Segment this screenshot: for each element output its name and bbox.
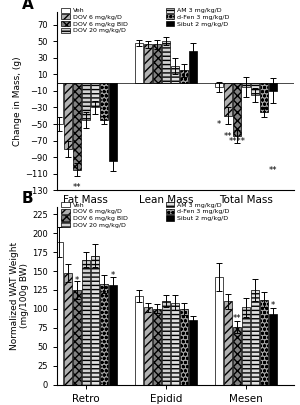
Text: B: B [22,191,33,206]
Bar [82,83,90,120]
Bar [242,307,250,385]
Bar [180,70,188,83]
Bar [189,320,197,385]
Bar [269,83,277,91]
Bar [260,83,268,112]
Text: *: * [217,120,221,129]
Bar [215,277,223,385]
Y-axis label: Normalized WAT Weight
(mg/100g BW): Normalized WAT Weight (mg/100g BW) [10,242,29,350]
Text: **: ** [233,314,241,323]
Text: **: ** [268,166,277,175]
Text: **: ** [73,183,81,192]
Bar [260,300,268,385]
Text: *: * [75,277,79,286]
Bar [233,327,241,385]
Bar [91,256,99,385]
Text: **: ** [224,132,232,141]
Bar [144,307,152,385]
Bar [100,284,108,385]
Bar [82,260,90,385]
Text: *: * [271,301,275,311]
Bar [251,290,259,385]
Bar [180,309,188,385]
Bar [100,83,108,120]
Bar [233,83,241,136]
Bar [189,51,197,83]
Bar [224,301,232,385]
Bar [153,309,161,385]
Bar [144,45,152,83]
Bar [55,83,63,124]
Bar [73,290,81,385]
Legend: AM 3 mg/kg/D, d-Fen 3 mg/kg/D, Sibut 2 mg/kg/D: AM 3 mg/kg/D, d-Fen 3 mg/kg/D, Sibut 2 m… [164,6,230,28]
Bar [215,83,223,87]
Legend: AM 3 mg/kg/D, d-Fen 3 mg/kg/D, Sibut 2 mg/kg/D: AM 3 mg/kg/D, d-Fen 3 mg/kg/D, Sibut 2 m… [164,201,230,222]
Bar [109,83,117,161]
Bar [73,83,81,170]
Bar [171,66,179,83]
Text: *: * [111,271,115,280]
Bar [64,273,72,385]
Bar [55,242,63,385]
Bar [135,43,143,83]
Bar [162,301,170,385]
Bar [162,41,170,83]
Bar [242,83,250,87]
Bar [91,83,99,107]
Bar [269,314,277,385]
Bar [153,45,161,83]
Bar [251,83,259,95]
Text: ****: **** [229,136,245,145]
Bar [109,285,117,385]
Bar [224,83,232,116]
Bar [64,83,72,149]
Y-axis label: Change in Mass, (g): Change in Mass, (g) [13,56,22,146]
Text: A: A [22,0,33,12]
Bar [171,303,179,385]
Bar [135,296,143,385]
